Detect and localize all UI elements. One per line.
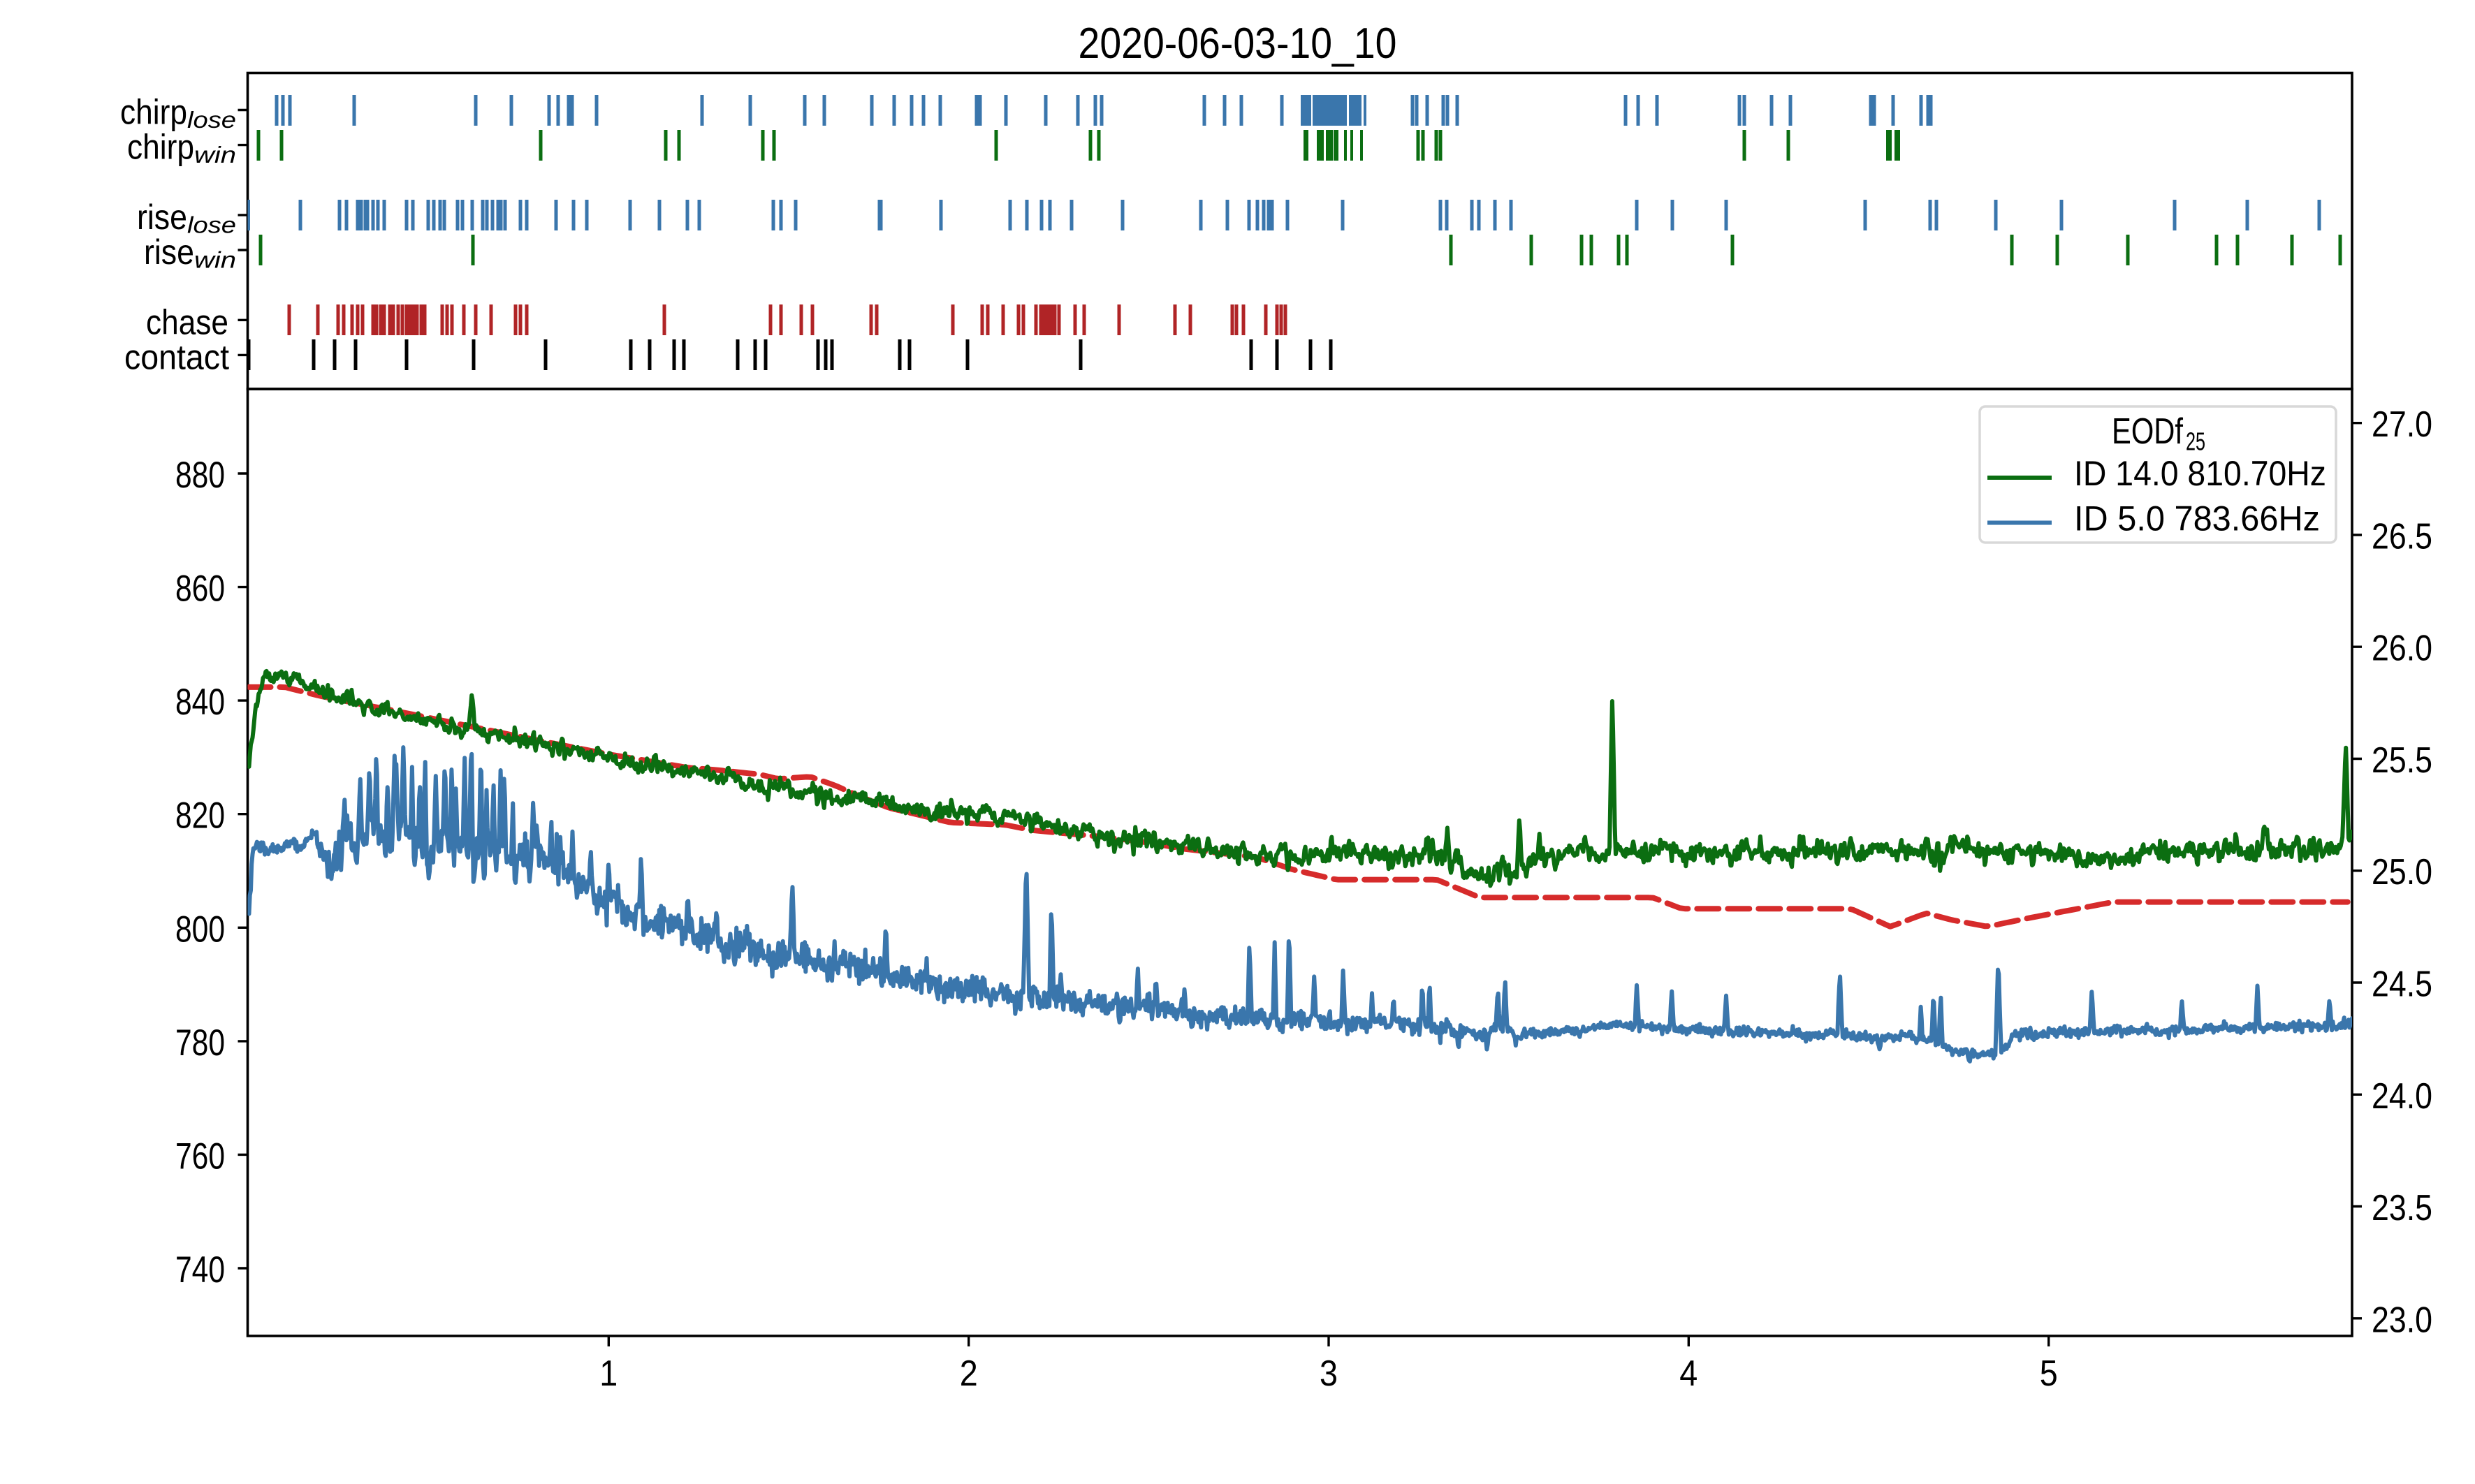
svg-text:25.5: 25.5: [2372, 740, 2432, 781]
svg-text:27.0: 27.0: [2372, 404, 2432, 445]
svg-text:4: 4: [1679, 1353, 1698, 1394]
svg-text:5: 5: [2040, 1353, 2058, 1394]
svg-text:760: 760: [175, 1136, 225, 1177]
svg-text:rise: rise: [144, 233, 194, 272]
svg-text:rise: rise: [137, 198, 187, 237]
svg-text:780: 780: [175, 1022, 225, 1064]
svg-text:820: 820: [175, 795, 225, 837]
svg-text:ID 14.0 810.70Hz: ID 14.0 810.70Hz: [2074, 454, 2326, 493]
svg-text:chase: chase: [146, 302, 228, 341]
svg-text:win: win: [194, 247, 236, 273]
svg-text:3: 3: [1320, 1353, 1338, 1394]
svg-text:740: 740: [175, 1249, 225, 1291]
svg-text:800: 800: [175, 909, 225, 950]
svg-text:EODf: EODf: [2112, 411, 2183, 452]
svg-text:25.0: 25.0: [2372, 852, 2432, 892]
svg-text:lose: lose: [187, 212, 236, 237]
svg-text:chirp: chirp: [127, 128, 194, 167]
svg-text:24.0: 24.0: [2372, 1076, 2432, 1117]
svg-text:chirp: chirp: [120, 93, 187, 132]
svg-text:860: 860: [175, 568, 225, 610]
svg-text:contact: contact: [124, 337, 229, 376]
svg-text:26.0: 26.0: [2372, 629, 2432, 669]
svg-text:26.5: 26.5: [2372, 517, 2432, 557]
svg-text:840: 840: [175, 682, 225, 723]
svg-text:880: 880: [175, 455, 225, 496]
svg-text:2020-06-03-10_10: 2020-06-03-10_10: [1079, 20, 1397, 68]
svg-text:24.5: 24.5: [2372, 964, 2432, 1005]
svg-text:23.5: 23.5: [2372, 1188, 2432, 1228]
svg-text:25: 25: [2186, 427, 2205, 456]
svg-text:1: 1: [599, 1353, 618, 1394]
svg-text:ID 5.0 783.66Hz: ID 5.0 783.66Hz: [2074, 499, 2320, 538]
svg-text:2: 2: [960, 1353, 978, 1394]
svg-text:win: win: [194, 142, 236, 168]
svg-text:23.0: 23.0: [2372, 1300, 2432, 1340]
svg-text:lose: lose: [187, 107, 236, 133]
